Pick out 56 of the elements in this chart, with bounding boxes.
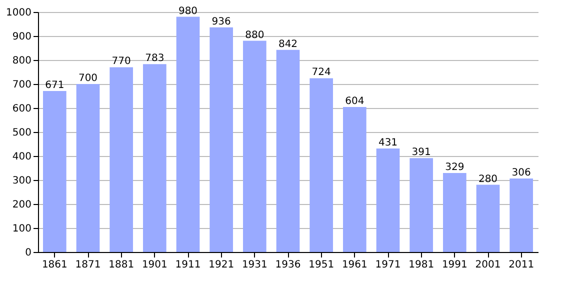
y-tick-label: 500	[12, 128, 32, 138]
bar	[343, 107, 366, 252]
x-tick-label: 1961	[342, 260, 368, 270]
x-tick-label: 1936	[275, 260, 301, 270]
data-label: 880	[245, 30, 264, 41]
bar	[43, 90, 66, 252]
y-tick-label: 300	[12, 176, 32, 186]
x-tick-label: 1931	[242, 260, 268, 270]
data-label: 980	[178, 6, 198, 17]
y-tick-label: 800	[12, 56, 32, 66]
bar	[510, 178, 533, 252]
x-tick-label: 1901	[142, 260, 168, 270]
y-tick-label: 1000	[6, 8, 32, 18]
bar	[276, 50, 300, 252]
bar	[210, 27, 233, 252]
data-label: 604	[345, 96, 364, 108]
data-label: 842	[278, 38, 298, 50]
data-label: 783	[145, 53, 164, 64]
data-label: 280	[478, 174, 498, 185]
x-tick-label: 1881	[108, 260, 134, 270]
x-tick-label: 1951	[308, 260, 334, 270]
x-tick-label: 1921	[208, 260, 234, 270]
y-tick-label: 0	[25, 248, 32, 258]
x-tick-label: 2011	[508, 260, 534, 270]
x-tick-label: 2001	[475, 260, 501, 270]
bar	[443, 173, 466, 252]
x-tick-label: 1911	[175, 260, 201, 270]
data-label: 936	[212, 16, 231, 28]
y-tick-label: 600	[12, 104, 32, 114]
bar	[143, 64, 166, 252]
x-tick-label: 1871	[75, 260, 101, 270]
y-tick-label: 200	[12, 200, 32, 210]
data-label: 724	[312, 67, 331, 78]
bar	[76, 84, 100, 252]
x-tick-label: 1971	[375, 260, 401, 270]
data-label: 671	[45, 80, 64, 91]
y-tick-label: 700	[12, 80, 32, 90]
bar	[476, 184, 500, 252]
bar	[243, 40, 266, 252]
x-tick-label: 1981	[408, 260, 434, 270]
data-label: 306	[512, 168, 531, 179]
data-label: 329	[445, 162, 464, 174]
y-tick-label: 900	[12, 32, 32, 42]
bar	[176, 16, 200, 252]
data-label: 770	[112, 56, 131, 68]
data-label: 431	[378, 138, 398, 149]
bar	[376, 148, 400, 252]
x-tick-label: 1861	[42, 260, 68, 270]
bar	[410, 158, 433, 252]
y-tick-label: 400	[12, 152, 32, 162]
data-label: 700	[78, 73, 98, 84]
data-label: 391	[412, 147, 431, 158]
y-tick-label: 100	[12, 224, 32, 234]
x-tick-label: 1991	[442, 260, 468, 270]
bar	[110, 67, 133, 252]
bar	[310, 78, 333, 252]
